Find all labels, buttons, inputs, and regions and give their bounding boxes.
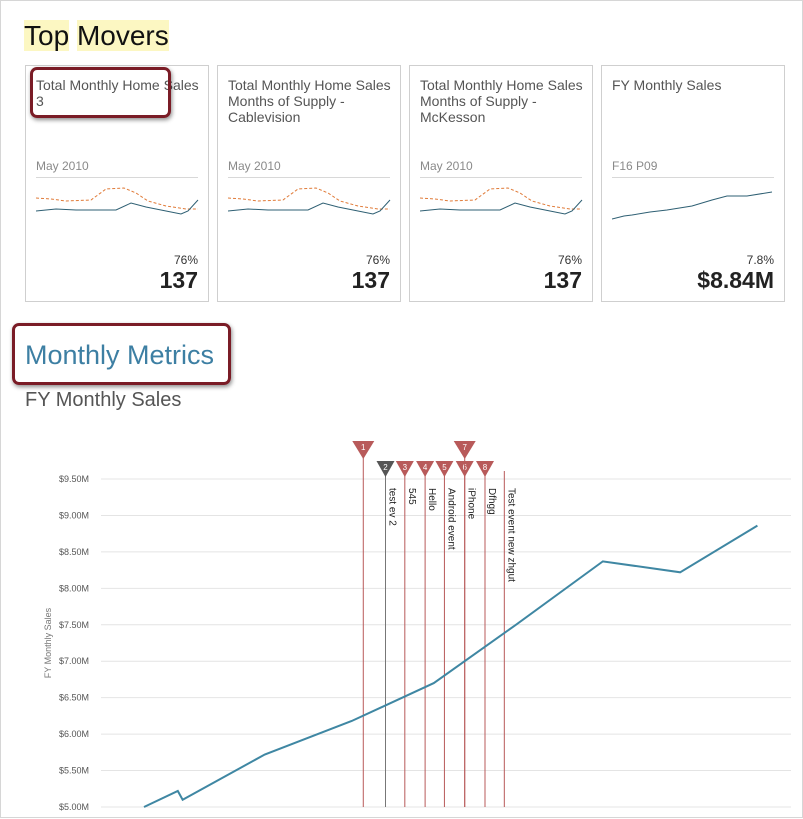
event-marker-triangle[interactable] [435,461,454,477]
event-name-label: iPhone [466,488,477,520]
y-tick-label: $8.50M [59,547,89,557]
mover-card-change: 76% [557,253,582,267]
mover-card-change: 7.8% [746,253,774,267]
chart-title: FY Monthly Sales [25,389,182,411]
y-tick-label: $9.00M [59,510,89,520]
data-point[interactable] [180,797,185,802]
mover-card-value: 137 [159,267,198,293]
event-marker-number: 7 [462,443,467,452]
event-marker[interactable]: 5 Android event [435,461,456,807]
data-point[interactable] [142,805,147,810]
event-marker-triangle[interactable] [352,441,375,459]
event-marker[interactable]: 7 [453,441,476,807]
data-point[interactable] [262,752,267,757]
sparkline-chart [420,187,583,215]
y-tick-label: $7.00M [59,656,89,666]
mover-card-period: May 2010 [228,159,281,173]
event-name-label: 545 [406,488,417,505]
sparkline-chart [36,187,199,215]
divider [612,177,774,178]
event-marker-number: 1 [361,443,366,452]
event-marker[interactable]: 2 test ev 2 [376,461,398,807]
event-marker-triangle[interactable] [376,461,395,477]
mover-card-title: Total Monthly Home Sales Months of Suppl… [420,77,583,125]
event-marker-number: 8 [483,463,488,472]
event-marker[interactable]: 3 545 [395,461,417,807]
y-axis-label: FY Monthly Sales [43,607,53,678]
divider [420,177,582,178]
y-tick-label: $6.50M [59,693,89,703]
y-tick-label: $5.50M [59,766,89,776]
mover-card-value: $8.84M [697,267,774,293]
event-marker-number: 2 [383,463,388,472]
mover-card-value: 137 [351,267,390,293]
event-name-label: Android event [445,488,456,550]
sparkline-series [228,199,391,215]
mover-card-title: FY Monthly Sales [612,77,722,93]
data-point[interactable] [600,559,605,564]
mover-card-period: F16 P09 [612,159,658,173]
y-tick-label: $8.00M [59,583,89,593]
y-tick-label: $5.00M [59,802,89,812]
event-marker[interactable]: 4 Hello [416,461,437,807]
sparkline-dashed-series [420,187,582,210]
event-marker-triangle[interactable] [453,441,476,459]
mover-card-mckesson[interactable]: Total Monthly Home Sales Months of Suppl… [409,65,593,302]
top-movers-title-word2: Movers [76,20,169,51]
y-tick-label: $7.50M [59,620,89,630]
top-movers-title-word1: Top [24,20,70,51]
event-marker-number: 4 [423,463,428,472]
data-point[interactable] [349,718,354,723]
mover-card-value: 137 [543,267,582,293]
monthly-metrics-title[interactable]: Monthly Metrics [25,340,215,370]
divider [228,177,390,178]
data-series-line[interactable] [143,524,758,808]
mover-card-period: May 2010 [36,159,89,173]
mover-card-home-sales-3[interactable]: Total Monthly Home Sales 3 May 2010 76% … [25,65,209,302]
mover-card-cablevision[interactable]: Total Monthly Home Sales Months of Suppl… [217,65,401,302]
event-marker[interactable]: 1 [352,441,375,807]
sparkline-series [612,191,773,220]
data-point[interactable] [678,570,683,575]
event-marker-number: 5 [442,463,447,472]
mover-card-title: Total Monthly Home Sales Months of Suppl… [228,77,391,125]
event-name-label: Test event new zhgut [505,488,516,582]
mover-card-title: Total Monthly Home Sales 3 [36,77,199,109]
top-movers-title: Top Movers [24,17,169,55]
divider [36,177,198,178]
event-name-label: Dfhgg [486,488,497,515]
sparkline-dashed-series [228,187,390,210]
event-marker[interactable]: Test event new zhgut [503,471,516,807]
event-marker[interactable]: 6iPhone [455,461,477,807]
mover-card-change: 76% [365,253,390,267]
y-tick-label: $6.00M [59,729,89,739]
event-marker-triangle[interactable] [416,461,435,477]
event-name-label: Hello [426,488,437,511]
event-marker-triangle[interactable] [475,461,494,477]
event-marker[interactable]: 8 Dfhgg [475,461,497,807]
mover-card-fy-monthly-sales[interactable]: FY Monthly Sales F16 P09 7.8% $8.84M [601,65,785,302]
event-marker-number: 3 [403,463,408,472]
sparkline-chart [612,191,773,220]
data-point[interactable] [755,523,760,528]
data-point[interactable] [175,788,180,793]
event-marker-triangle[interactable] [395,461,414,477]
fy-monthly-sales-chart[interactable]: $9.50M $9.00M $8.50M $8.00M $7.50M $7.00M $6.5… [1,431,802,819]
mover-card-period: May 2010 [420,159,473,173]
event-name-label: test ev 2 [387,488,398,526]
mover-card-change: 76% [173,253,198,267]
sparkline-dashed-series [36,187,198,210]
sparkline-chart [228,187,391,215]
data-point[interactable] [513,622,518,627]
y-tick-label: $9.50M [59,474,89,484]
sparkline-series [36,199,199,215]
data-point[interactable] [431,681,436,686]
sparkline-series [420,199,583,215]
